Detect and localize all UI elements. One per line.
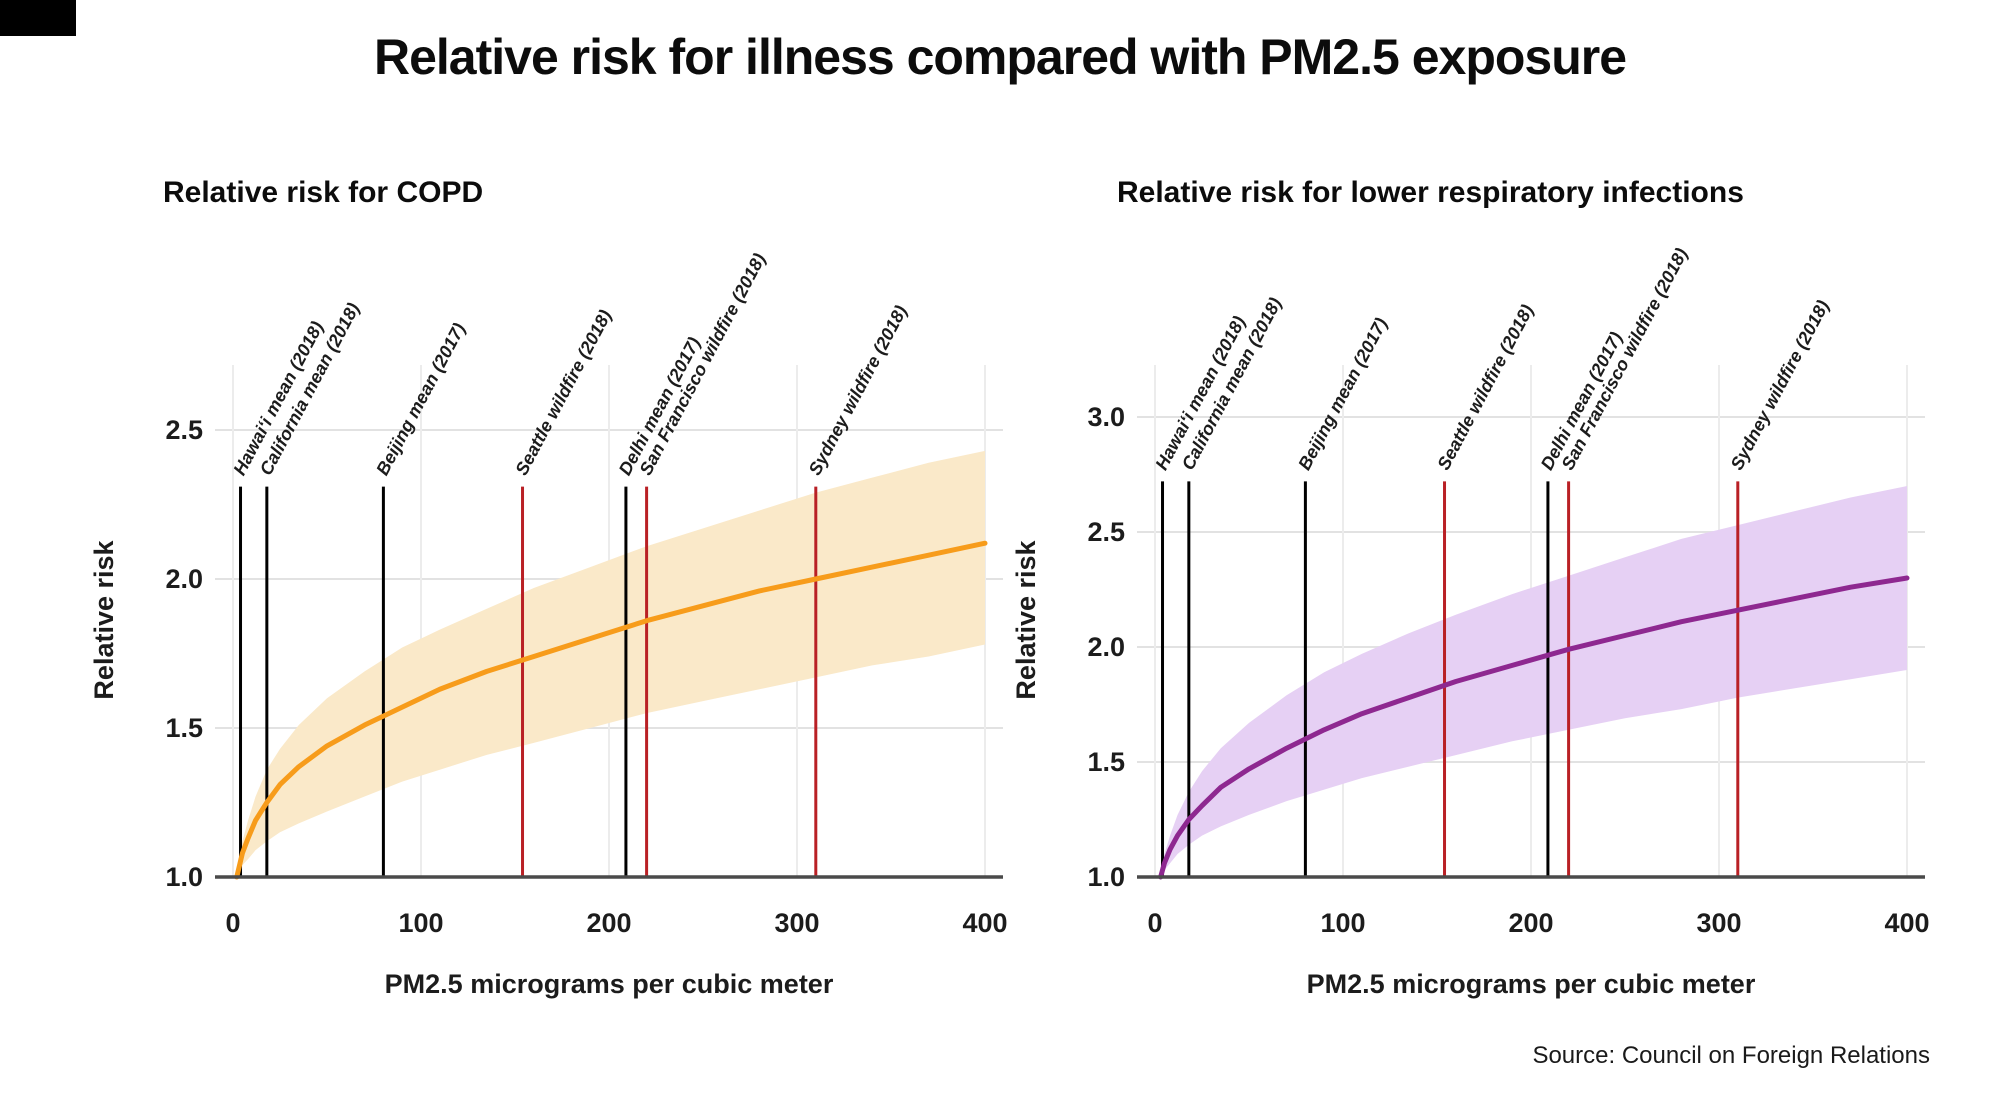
copd-xtick: 100 (398, 908, 443, 938)
copd-xtick: 400 (962, 908, 1007, 938)
lri-confidence-band (1160, 486, 1907, 877)
copd-marker-label: San Francisco wildfire (2018) (635, 250, 769, 478)
copd-marker-label: Seattle wildfire (2018) (511, 307, 615, 479)
lri-xtick: 400 (1884, 908, 1929, 938)
lri-ytick: 1.0 (1087, 862, 1125, 892)
panel-title-lri: Relative risk for lower respiratory infe… (1117, 176, 1744, 209)
lri-xtick: 200 (1508, 908, 1553, 938)
copd-marker-label: Sydney wildfire (2018) (805, 302, 911, 478)
copd-x-axis-title: PM2.5 micrograms per cubic meter (385, 969, 834, 999)
copd-ytick: 2.0 (165, 564, 203, 594)
copd-y-axis-title: Relative risk (89, 539, 119, 699)
copd-ytick: 1.5 (165, 713, 203, 743)
lri-x-axis-title: PM2.5 micrograms per cubic meter (1307, 969, 1756, 999)
copd-ytick: 2.5 (165, 415, 203, 445)
panel-copd: Hawai‘i mean (2018)California mean (2018… (89, 250, 1008, 999)
corner-mark (0, 0, 76, 36)
lri-marker-label: Seattle wildfire (2018) (1433, 301, 1537, 473)
copd-xtick: 200 (586, 908, 631, 938)
copd-xtick: 0 (225, 908, 240, 938)
lri-ytick: 1.5 (1087, 747, 1125, 777)
copd-xtick: 300 (774, 908, 819, 938)
lri-marker-label: Sydney wildfire (2018) (1727, 297, 1833, 473)
lri-risk-curve (1158, 575, 1910, 880)
lri-marker-label: San Francisco wildfire (2018) (1557, 245, 1691, 473)
source-note: Source: Council on Foreign Relations (1532, 1042, 1930, 1069)
lri-xtick: 0 (1147, 908, 1162, 938)
lri-ytick: 2.5 (1087, 517, 1125, 547)
copd-risk-curve (234, 540, 988, 880)
copd-confidence-band (236, 450, 985, 877)
panel-title-copd: Relative risk for COPD (163, 176, 484, 209)
lri-ytick: 3.0 (1087, 402, 1125, 432)
lri-ytick: 2.0 (1087, 632, 1125, 662)
copd-ytick: 1.0 (165, 862, 203, 892)
panel-lri: Hawai‘i mean (2018)California mean (2018… (1011, 245, 1930, 999)
figure-title: Relative risk for illness compared with … (373, 29, 1627, 85)
lri-xtick: 300 (1696, 908, 1741, 938)
lri-y-axis-title: Relative risk (1011, 539, 1041, 699)
lri-xtick: 100 (1320, 908, 1365, 938)
